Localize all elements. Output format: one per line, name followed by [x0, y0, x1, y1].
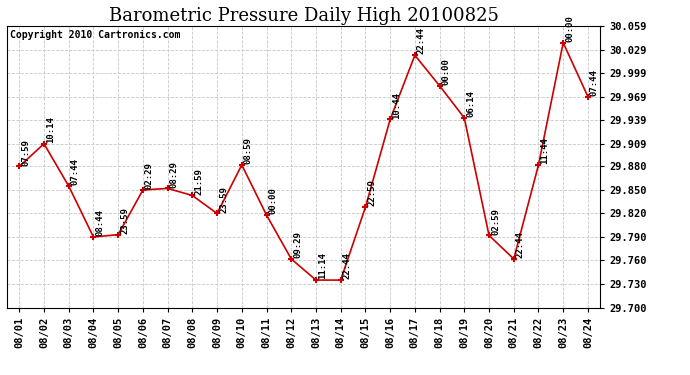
- Text: 11:44: 11:44: [540, 137, 549, 164]
- Text: 00:00: 00:00: [565, 15, 574, 42]
- Text: 09:29: 09:29: [293, 231, 302, 258]
- Text: 00:00: 00:00: [268, 188, 277, 214]
- Text: 23:59: 23:59: [219, 186, 228, 213]
- Text: Copyright 2010 Cartronics.com: Copyright 2010 Cartronics.com: [10, 30, 180, 40]
- Text: 06:14: 06:14: [466, 90, 475, 117]
- Text: 07:44: 07:44: [590, 69, 599, 96]
- Text: 08:59: 08:59: [244, 137, 253, 164]
- Title: Barometric Pressure Daily High 20100825: Barometric Pressure Daily High 20100825: [108, 7, 499, 25]
- Text: 11:14: 11:14: [318, 252, 327, 279]
- Text: 22:44: 22:44: [515, 231, 524, 258]
- Text: 07:59: 07:59: [21, 139, 30, 166]
- Text: 07:44: 07:44: [70, 158, 79, 185]
- Text: 02:59: 02:59: [491, 208, 500, 235]
- Text: 21:59: 21:59: [195, 168, 204, 195]
- Text: 00:00: 00:00: [442, 58, 451, 85]
- Text: 23:59: 23:59: [120, 207, 129, 234]
- Text: 22:44: 22:44: [417, 28, 426, 54]
- Text: 08:44: 08:44: [95, 209, 104, 236]
- Text: 10:14: 10:14: [46, 116, 55, 143]
- Text: 22:59: 22:59: [367, 180, 376, 207]
- Text: 02:29: 02:29: [145, 162, 154, 189]
- Text: 08:29: 08:29: [170, 161, 179, 188]
- Text: 10:44: 10:44: [392, 92, 401, 119]
- Text: 22:44: 22:44: [343, 252, 352, 279]
